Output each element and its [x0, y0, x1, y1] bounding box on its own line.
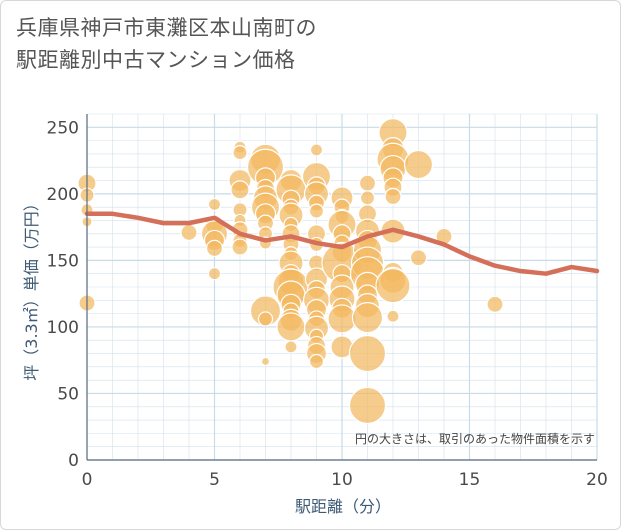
trend-line: [84, 211, 600, 276]
bubble-point: [403, 149, 434, 180]
y-axis-label: 坪（3.3㎡）単価（万円）: [22, 195, 41, 380]
bubble-point: [358, 174, 377, 192]
bubble-point: [384, 187, 402, 206]
x-tick-label: 0: [82, 470, 93, 490]
bubble-point: [230, 180, 250, 200]
bubble-point: [260, 356, 271, 367]
bubble-point: [348, 386, 387, 425]
axes: [86, 114, 597, 461]
bubble-point: [386, 309, 400, 323]
x-tick-label: 20: [586, 470, 608, 490]
bubble-point: [486, 295, 504, 313]
x-tick-label: 5: [209, 470, 220, 490]
bubble-point: [309, 143, 324, 157]
y-tick-label: 150: [47, 251, 79, 271]
bubble-series: [77, 118, 504, 425]
chart-title: 兵庫県神戸市東灘区本山南町の 駅距離別中古マンション価格: [16, 16, 317, 72]
bubble-point: [284, 340, 298, 354]
trend-line-series: [84, 211, 600, 276]
bubble-point: [308, 203, 325, 219]
bubble-point: [375, 268, 411, 304]
bubble-point: [232, 144, 248, 161]
y-tick-label: 50: [57, 384, 79, 404]
y-tick-label: 0: [68, 451, 79, 471]
x-tick-label: 15: [459, 470, 481, 490]
bubble-point: [207, 197, 222, 212]
bubble-point: [257, 311, 274, 327]
bubble-point: [207, 267, 222, 281]
bubble-point: [180, 223, 198, 242]
bubble-point: [348, 334, 387, 373]
bubble-point: [359, 190, 376, 206]
bubble-point: [231, 238, 249, 256]
size-legend-note: 円の大きさは、取引のあった物件面積を示す: [355, 431, 595, 446]
bubble-point: [276, 312, 306, 342]
bubble-point: [308, 353, 325, 370]
bubble-point: [205, 239, 224, 258]
x-axis-label: 駅距離（分）: [295, 497, 391, 516]
y-tick-label: 200: [47, 185, 79, 205]
x-tick-label: 10: [331, 470, 353, 490]
y-tick-label: 100: [47, 318, 79, 338]
bubble-point: [327, 304, 357, 334]
y-tick-label: 250: [47, 118, 79, 138]
bubble-point: [409, 249, 428, 267]
bubble-point: [351, 302, 384, 334]
